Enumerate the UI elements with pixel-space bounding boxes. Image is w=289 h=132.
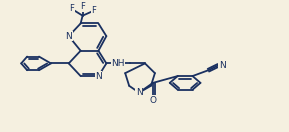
Text: F: F: [91, 6, 96, 15]
Text: N: N: [65, 32, 72, 41]
Text: N: N: [95, 72, 102, 81]
Text: O: O: [149, 96, 156, 105]
Text: NH: NH: [112, 59, 125, 68]
Text: N: N: [219, 61, 226, 70]
Text: F: F: [80, 2, 85, 11]
Text: N: N: [136, 88, 142, 97]
Text: F: F: [69, 4, 74, 13]
